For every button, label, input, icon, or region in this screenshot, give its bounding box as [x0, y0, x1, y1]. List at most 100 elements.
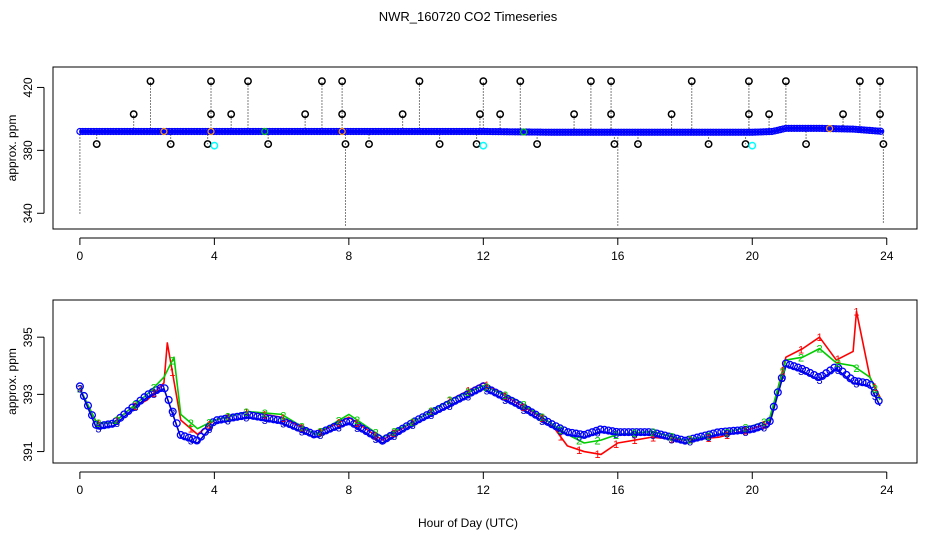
top-outlier-points: [92, 77, 888, 150]
series-marker: [91, 420, 101, 429]
series-marker: [672, 434, 682, 443]
series-marker: [660, 431, 669, 440]
baseline-point: [874, 127, 882, 135]
series-2-marker: 2: [391, 426, 397, 438]
series-marker: [745, 425, 754, 434]
series-marker: [265, 414, 274, 423]
series-1-marker: 1: [761, 420, 767, 432]
series-marker: [321, 426, 331, 435]
cyan-point: [748, 141, 757, 150]
x-axis-label: Hour of Day (UTC): [418, 516, 518, 530]
series-1-marker: 1: [521, 402, 527, 414]
series-marker: [733, 426, 742, 435]
series-marker: [769, 402, 778, 411]
series-3-marker: 3: [761, 423, 767, 435]
series-3-marker: 3: [373, 434, 379, 446]
baseline-point: [261, 127, 269, 136]
series-marker: [325, 424, 335, 433]
series-3-marker: 3: [539, 416, 545, 428]
series-marker: [846, 374, 855, 383]
series-marker: [741, 425, 750, 434]
outlier-point: [802, 140, 811, 149]
series-marker: [354, 422, 363, 431]
series-1-marker: 1: [299, 423, 305, 435]
x-tick-label: 4: [211, 483, 218, 497]
series-marker: [515, 401, 524, 410]
series-marker: [664, 432, 673, 441]
series-marker: [596, 425, 605, 434]
outlier-point: [317, 77, 326, 86]
series-1-marker: 1: [336, 417, 342, 429]
series-2-line: [79, 347, 881, 444]
series-marker: [217, 415, 226, 424]
baseline-point: [160, 127, 168, 136]
series-marker: [398, 424, 407, 433]
series-2-marker: 2: [77, 384, 83, 396]
series-marker: [204, 423, 214, 432]
series-marker: [757, 422, 766, 431]
series-marker: [628, 428, 637, 437]
series-1-marker: 1: [632, 435, 638, 447]
series-marker: [330, 422, 339, 432]
series-marker: [604, 426, 613, 435]
series-marker: [689, 434, 698, 443]
outlier-point: [146, 77, 155, 86]
series-marker: [854, 377, 863, 386]
outlier-point: [516, 77, 525, 86]
series-2-marker: 2: [410, 417, 416, 429]
outlier-point: [398, 110, 407, 119]
outlier-point: [301, 110, 310, 119]
series-marker: [229, 413, 238, 422]
outlier-point: [765, 110, 774, 119]
outlier-point: [855, 77, 864, 86]
outlier-point: [244, 77, 252, 86]
x-tick-label: 16: [611, 483, 625, 497]
series-marker: [765, 417, 774, 426]
x-tick-label: 12: [477, 249, 491, 263]
series-3-marker: 3: [428, 410, 434, 422]
series-3-marker: 3: [613, 429, 619, 441]
series-1-marker: 1: [262, 409, 268, 421]
outlier-point: [744, 110, 753, 119]
series-marker: [600, 425, 609, 434]
outlier-point: [207, 110, 215, 119]
series-3-marker: 3: [169, 408, 175, 420]
series-marker: [156, 384, 165, 393]
series-1-marker: 1: [447, 395, 453, 407]
series-1-marker: 1: [354, 418, 360, 430]
series-1-marker: 1: [317, 427, 323, 439]
baseline-point: [338, 127, 346, 136]
series-2-marker: 2: [354, 415, 360, 427]
series-1-marker: 1: [558, 432, 564, 444]
series-1-marker: 1: [595, 449, 601, 461]
series-3-marker: 3: [132, 402, 138, 414]
outlier-point: [607, 77, 616, 86]
series-3-marker: 3: [576, 431, 582, 443]
series-2-marker: 2: [447, 395, 453, 407]
series-marker: [188, 435, 197, 444]
series-marker: [176, 430, 185, 440]
series-marker: [523, 405, 532, 414]
series-marker: [148, 388, 157, 397]
series-3-marker: 3: [798, 366, 804, 378]
series-1-marker: 1: [225, 412, 231, 424]
series-marker: [592, 426, 601, 435]
series-marker: [434, 404, 443, 414]
series-1-marker: 1: [613, 439, 619, 451]
series-3-marker: 3: [872, 391, 878, 403]
series-marker: [394, 427, 403, 436]
series-marker: [543, 417, 552, 426]
series-marker: [144, 390, 153, 399]
series-marker: [104, 420, 113, 429]
x-tick-label: 12: [477, 483, 491, 497]
series-3-marker: 3: [206, 424, 212, 436]
series-marker: [519, 403, 528, 412]
outlier-point: [341, 140, 350, 149]
series-1-marker: 1: [410, 417, 416, 429]
series-marker: [455, 394, 464, 403]
outlier-point: [166, 140, 175, 149]
series-marker: [237, 412, 246, 421]
series-marker: [172, 419, 181, 428]
outlier-point: [879, 140, 888, 149]
